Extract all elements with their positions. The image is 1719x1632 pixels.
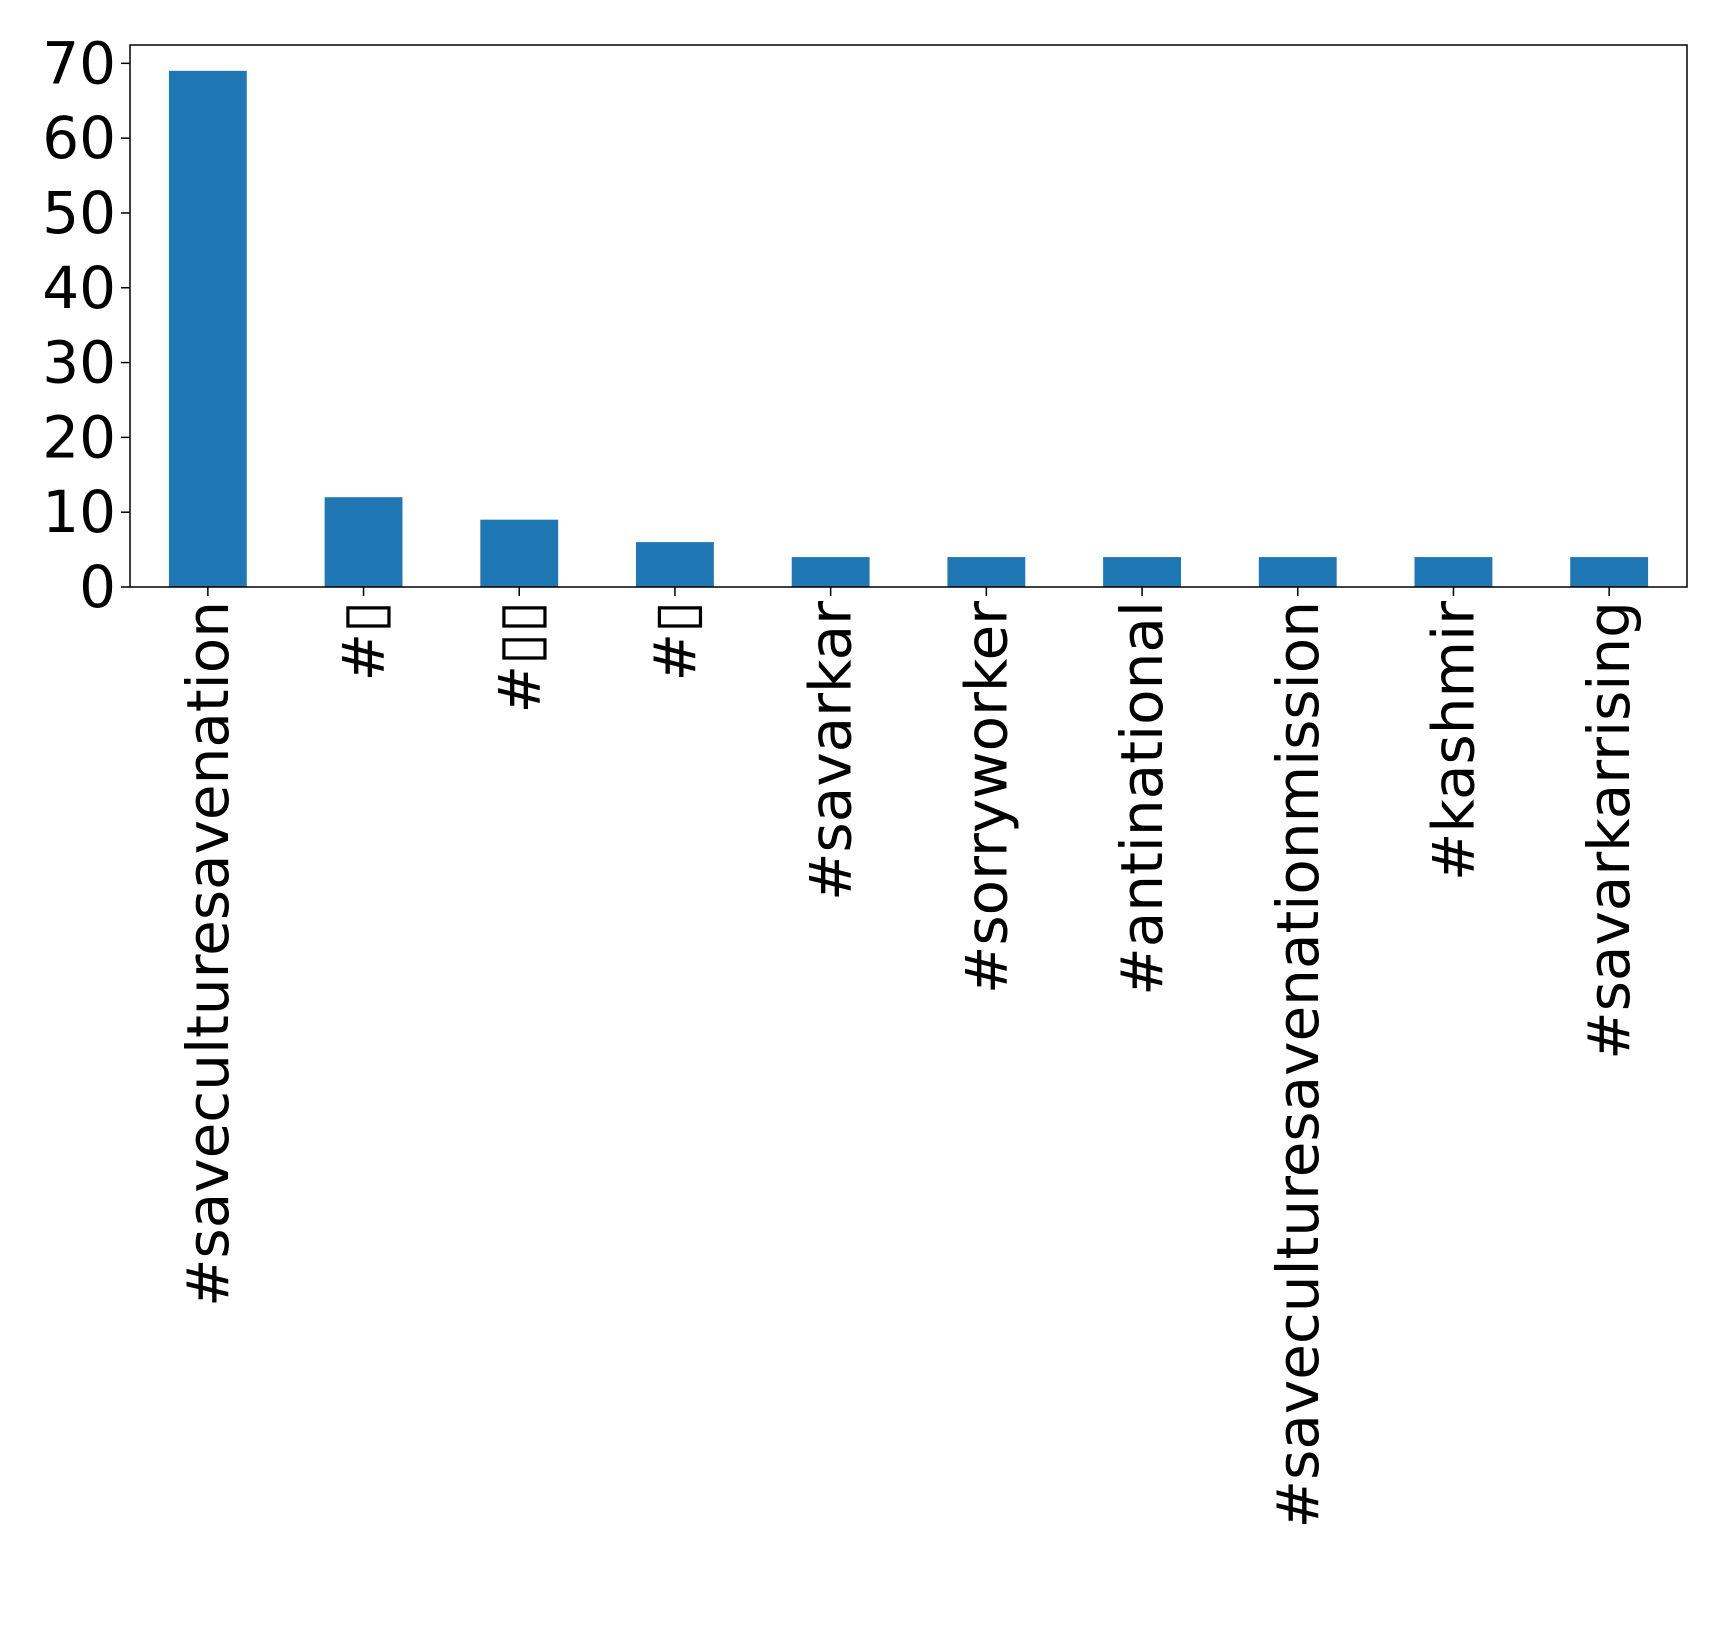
bar-6	[1103, 557, 1181, 587]
x-tick-label-8: #kashmir	[1419, 601, 1487, 881]
y-tick-label-60: 60	[42, 104, 116, 172]
bar-0	[168, 70, 247, 588]
x-tick-label-4: #savarkar	[797, 601, 865, 901]
bar-7	[1258, 557, 1337, 587]
y-tick-label-20: 20	[42, 403, 116, 471]
bars-group	[168, 70, 1649, 588]
x-tick-label-0: #saveculturesavenation	[174, 601, 242, 1307]
y-tick-label-70: 70	[42, 29, 116, 97]
x-tick-label-5: #sorryworker	[952, 601, 1020, 994]
y-tick-label-50: 50	[42, 179, 116, 247]
x-tick-label-6: #antinational	[1108, 601, 1176, 996]
y-tick-label-30: 30	[42, 329, 116, 397]
bar-3	[636, 542, 714, 587]
x-tick-label-9: #savarkarrising	[1575, 601, 1643, 1060]
x-tick-label-1: #▯	[330, 601, 398, 682]
bar-9	[1570, 557, 1649, 587]
plot-frame	[129, 44, 1688, 588]
bar-4	[791, 557, 870, 587]
x-tick-label-2: #▯▯	[485, 601, 553, 713]
x-tick-label-7: #saveculturesavenationmission	[1264, 601, 1332, 1528]
y-tick-label-0: 0	[79, 553, 116, 621]
bar-5	[947, 557, 1026, 587]
y-tick-label-40: 40	[42, 254, 116, 322]
bar-8	[1414, 557, 1493, 587]
x-tick-label-3: #▯	[641, 601, 709, 682]
y-tick-label-10: 10	[42, 478, 116, 546]
x-axis: #saveculturesavenation #▯ #▯▯ #▯ #savarkar #s…	[174, 587, 1643, 1528]
bar-1	[324, 497, 403, 587]
bar-2	[480, 519, 559, 587]
